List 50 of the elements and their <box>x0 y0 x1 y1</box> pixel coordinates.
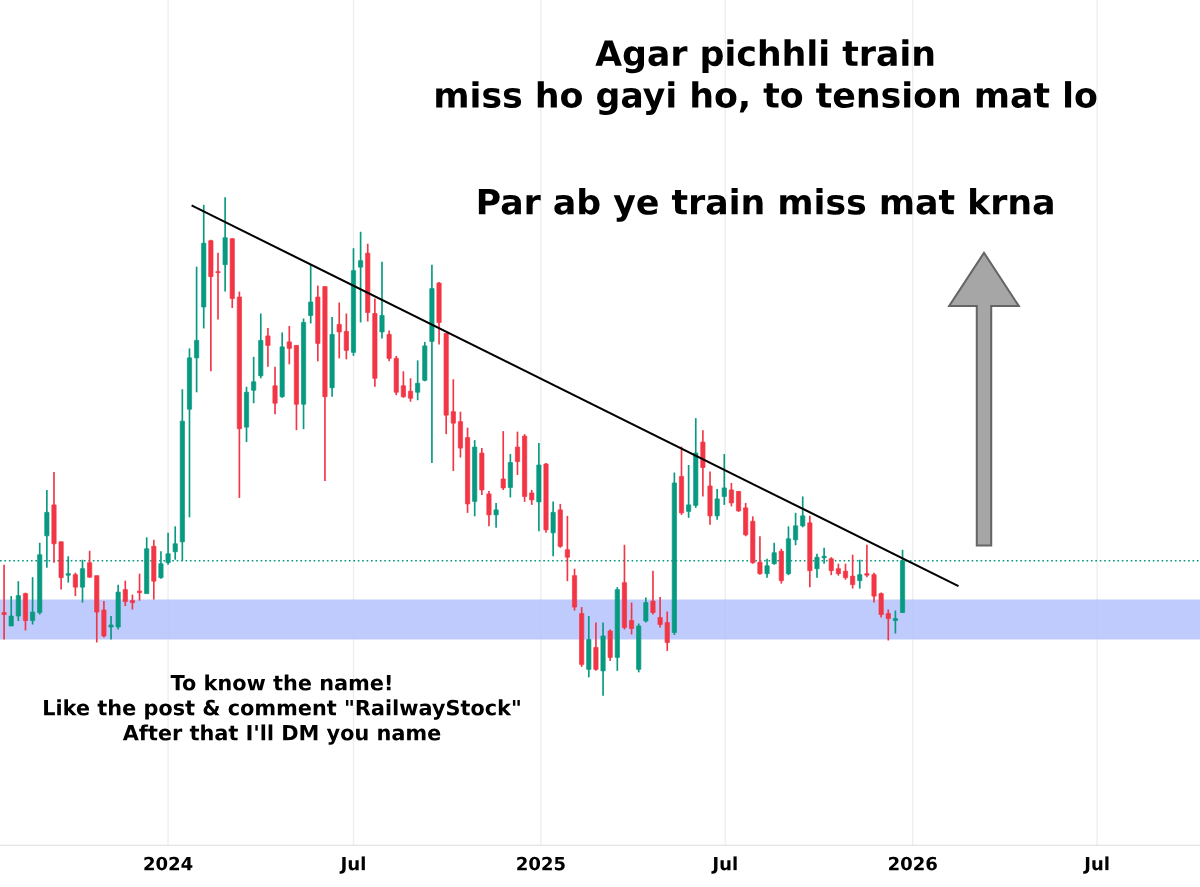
candlestick <box>343 312 349 361</box>
candlestick <box>593 621 599 672</box>
candlestick <box>493 502 499 529</box>
candlestick <box>892 609 898 635</box>
candlestick <box>800 495 806 529</box>
candlestick <box>550 500 556 558</box>
x-tick-label: 2024 <box>144 856 193 871</box>
candlestick <box>87 549 93 579</box>
x-tick-label: 2025 <box>517 856 565 871</box>
x-tick-label: Jul <box>339 856 365 874</box>
candlestick <box>194 265 200 394</box>
candlestick <box>629 601 635 636</box>
candlestick <box>358 230 364 324</box>
candlestick <box>72 571 78 597</box>
candlestick <box>408 377 414 403</box>
candlestick <box>564 515 570 582</box>
candlestick <box>336 301 342 360</box>
candlestick <box>728 482 734 508</box>
x-tick-label: Jul <box>711 856 737 874</box>
x-tick-label: 2026 <box>889 856 937 871</box>
candlestick <box>286 325 292 366</box>
candlestick <box>122 579 128 607</box>
candlestick <box>721 453 727 506</box>
candlestick <box>850 553 856 590</box>
candlestick <box>251 356 257 405</box>
chart-subtitle: Par ab ye train miss mat krna <box>478 187 1053 222</box>
candlestick <box>686 464 692 519</box>
candlestick <box>379 260 385 340</box>
candlestick <box>137 572 143 602</box>
candlestick <box>15 580 21 622</box>
candlestick <box>172 525 178 561</box>
candlestick <box>400 370 406 399</box>
candlestick <box>415 359 421 402</box>
candlestick <box>714 488 720 521</box>
candlestick <box>1 563 7 641</box>
candlestick <box>450 378 456 472</box>
chart-title: Agar pichhli train miss ho gayi ho, to tension mat lo <box>436 39 1097 115</box>
candlestick <box>8 595 14 627</box>
candlestick <box>650 569 656 616</box>
candlestick <box>793 512 799 547</box>
x-tick-label: Jul <box>1083 856 1109 874</box>
candlestick <box>500 430 506 491</box>
annotation: To know the name! Like the post & comment "RailwayStock" After that I'll DM you name <box>44 674 520 745</box>
candlestick <box>486 490 492 528</box>
candlestick <box>643 596 649 624</box>
candlestick <box>515 430 520 476</box>
candlestick <box>30 576 36 626</box>
candlestick <box>272 365 278 416</box>
candlestick <box>265 327 271 368</box>
candlestick <box>308 263 314 325</box>
